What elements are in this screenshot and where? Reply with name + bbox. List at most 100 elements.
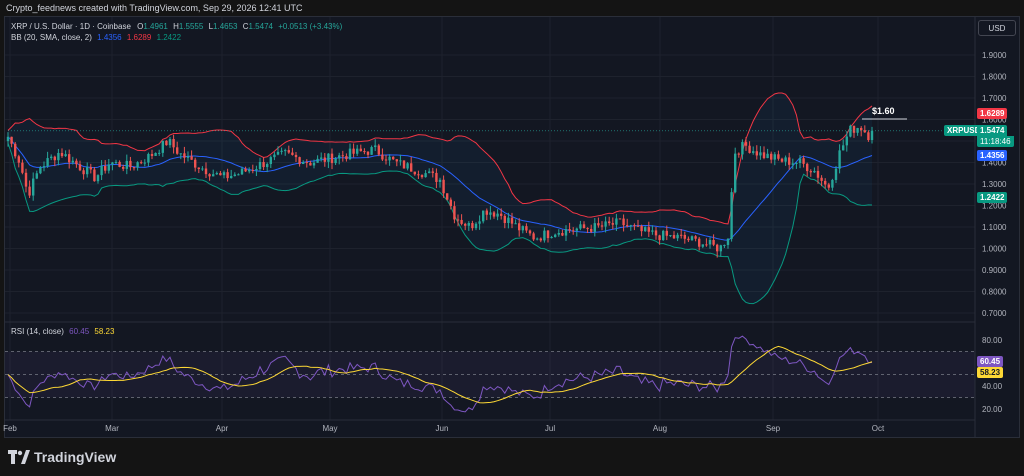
candle-body: [518, 223, 521, 231]
candle-body: [528, 230, 532, 234]
time-axis-label: Feb: [3, 424, 17, 433]
candle-body: [845, 136, 848, 146]
candle-body: [14, 143, 17, 157]
candle-body: [564, 229, 568, 236]
candle-body: [687, 238, 690, 241]
currency-button[interactable]: USD: [978, 20, 1016, 36]
bb-upper-line: [7, 92, 873, 225]
bollinger-bands: [7, 92, 873, 305]
bb-lower-line: [7, 143, 873, 305]
candle-body: [334, 158, 337, 164]
candle-body: [766, 153, 769, 159]
candle-body: [179, 153, 182, 155]
candle-body: [478, 221, 481, 224]
candle-body: [17, 156, 20, 163]
candle-body: [129, 160, 132, 168]
candle-body: [402, 160, 406, 169]
candle-body: [363, 151, 366, 153]
bb-basis-value: 1.4356: [97, 33, 122, 42]
candle-body: [485, 210, 488, 215]
candle-body: [57, 152, 60, 161]
candle-body: [291, 152, 294, 155]
candle-body: [604, 221, 607, 227]
symbol-legend[interactable]: XRP / U.S. Dollar · 1D · Coinbase O1.496…: [11, 22, 342, 31]
candle-body: [608, 221, 611, 224]
candle-body: [489, 212, 492, 215]
candle-body: [356, 148, 359, 154]
rsi-legend[interactable]: RSI (14, close) 60.45 58.23: [11, 327, 114, 336]
tradingview-logo[interactable]: TradingView: [8, 448, 116, 466]
candle-body: [150, 153, 154, 156]
candle-body: [384, 159, 388, 161]
candle-body: [716, 244, 719, 252]
candle-body: [327, 153, 330, 162]
candle-body: [172, 139, 175, 148]
tradingview-logo-icon: [8, 450, 30, 464]
candle-body: [554, 234, 557, 238]
price-axis-label: 1.4000: [982, 159, 1007, 168]
price-axis: 1.90001.80001.70001.60001.50001.40001.30…: [982, 51, 1007, 318]
rsi-line: [7, 335, 873, 413]
candle-body: [719, 245, 722, 252]
candle-body: [154, 152, 157, 156]
price-axis-label: 1.6000: [982, 116, 1007, 125]
candle-body: [752, 151, 755, 153]
candle-body: [629, 225, 632, 227]
candle-body: [395, 159, 398, 162]
price-axis-label: 1.3000: [982, 180, 1007, 189]
candle-body: [93, 169, 96, 182]
candle-body: [273, 154, 276, 158]
candle-body: [68, 154, 71, 163]
symbol-title: XRP / U.S. Dollar · 1D · Coinbase: [11, 22, 131, 31]
candle-body: [420, 175, 424, 178]
candle-body: [118, 161, 121, 167]
candle-body: [644, 227, 647, 232]
candle-body: [543, 230, 546, 241]
candle-body: [759, 152, 762, 156]
candle-body: [507, 217, 510, 223]
bb-name: BB (20, SMA, close, 2): [11, 33, 92, 42]
candle-body: [683, 234, 686, 239]
candle-body: [831, 179, 834, 188]
candle-body: [654, 230, 658, 236]
candle-body: [723, 244, 726, 246]
candle-body: [590, 228, 593, 232]
candle-body: [741, 142, 744, 155]
candle-body: [6, 136, 10, 142]
price-axis-label: 0.7000: [982, 309, 1007, 318]
candle-body: [352, 148, 355, 154]
rsi-ma-value: 58.23: [94, 327, 115, 336]
candle-body: [453, 206, 456, 220]
candle-body: [615, 218, 618, 225]
candle-body: [143, 162, 146, 164]
candle-body: [820, 177, 823, 181]
candle-body: [201, 168, 204, 170]
candle-body: [698, 238, 701, 247]
candle-body: [460, 219, 463, 224]
candle-body: [165, 140, 168, 146]
bb-upper-tag: 1.6289: [977, 108, 1008, 119]
candle-body: [114, 161, 118, 163]
candle-body: [579, 224, 582, 229]
candle-body: [842, 145, 845, 151]
candle-body: [770, 153, 773, 160]
candle-body: [651, 230, 654, 232]
candle-body: [341, 155, 344, 157]
candle-body: [345, 156, 348, 160]
candle-body: [597, 223, 600, 226]
candle-body: [867, 132, 870, 141]
change-value: +0.0513 (+3.43%): [278, 22, 343, 31]
last-price-tag: 1.5474: [977, 125, 1008, 136]
candle-body: [417, 174, 420, 176]
candle-body: [806, 163, 809, 172]
candle-body: [194, 159, 197, 168]
time-axis-label: Sep: [766, 424, 781, 433]
bb-legend[interactable]: BB (20, SMA, close, 2) 1.4356 1.6289 1.2…: [11, 33, 181, 42]
low-label: L: [208, 22, 214, 31]
candle-body: [280, 150, 283, 152]
candle-body: [788, 157, 791, 165]
price-axis-label: 1.1000: [982, 223, 1007, 232]
candle-body: [161, 140, 164, 153]
candle-body: [852, 125, 856, 133]
